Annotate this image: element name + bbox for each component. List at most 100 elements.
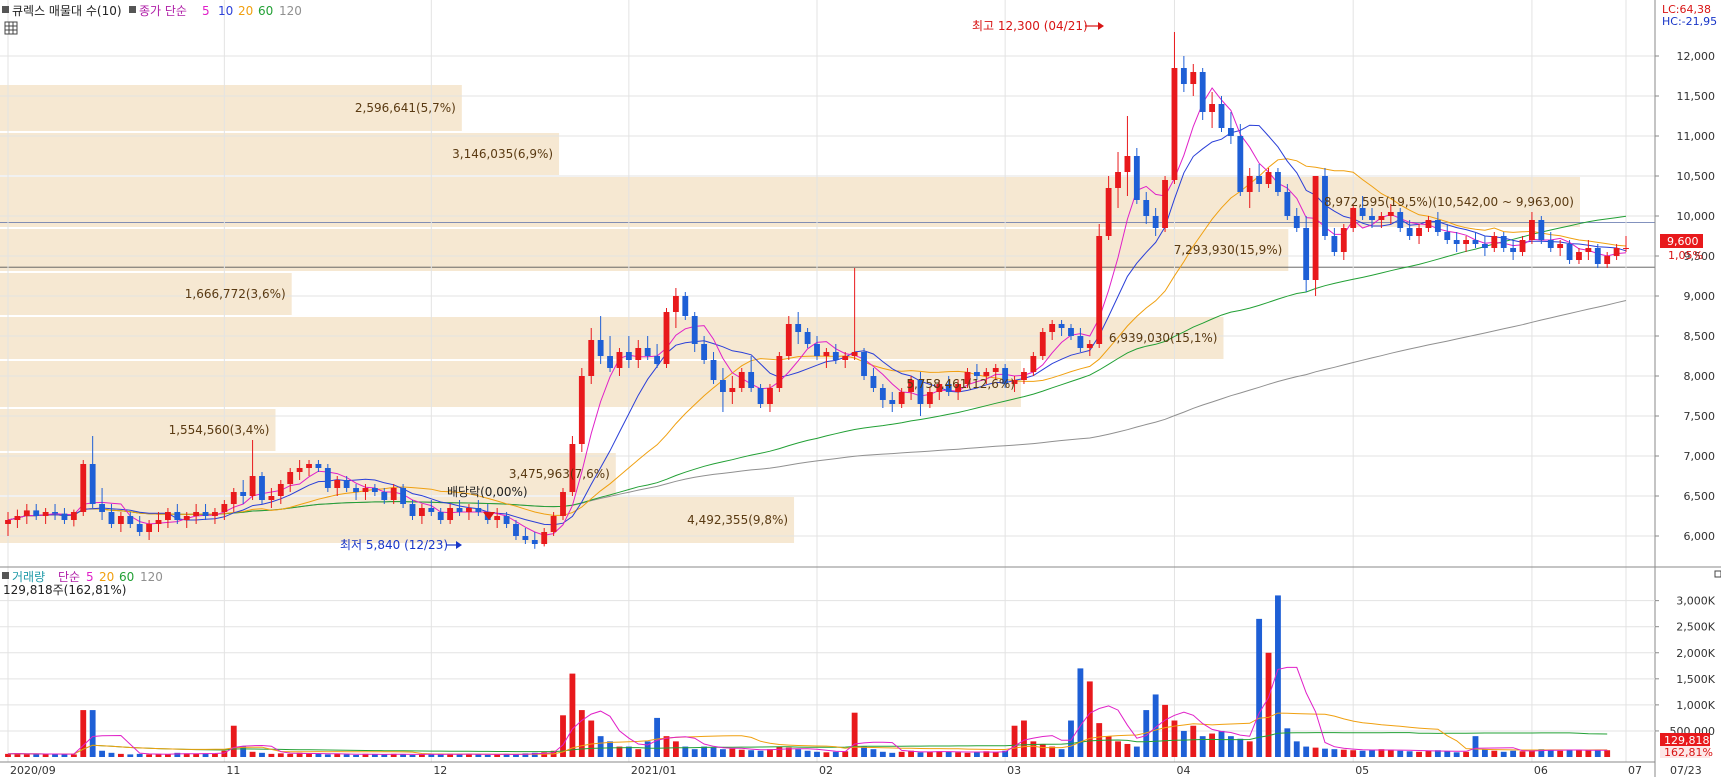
candle-body-86 (814, 344, 820, 356)
table-icon[interactable] (4, 21, 18, 35)
candle-body-65 (616, 352, 623, 368)
candle-body-5 (52, 512, 58, 514)
candle-body-18 (174, 512, 181, 520)
volume-bar-69 (654, 717, 660, 757)
volume-bar-96 (908, 750, 914, 757)
date-label-4: 02 (819, 764, 833, 777)
volume-bar-92 (870, 749, 877, 757)
candle-body-55 (522, 536, 529, 540)
candle-body-11 (108, 512, 115, 524)
volume-bar-72 (682, 746, 689, 757)
ma5-label[interactable]: 5 (202, 4, 210, 18)
ma-label[interactable]: 종가 단순 (139, 4, 187, 18)
price-title[interactable]: 큐렉스 매물대 수(10) (12, 4, 122, 18)
volume-bar-55 (522, 753, 529, 757)
candle-body-50 (475, 508, 482, 512)
candle-body-14 (136, 524, 143, 532)
volume-bar-143 (1350, 750, 1357, 757)
volume-bar-102 (964, 752, 971, 757)
candle-body-39 (371, 488, 378, 492)
candle-body-4 (42, 512, 49, 516)
volume-bar-145 (1369, 750, 1375, 757)
volume-bar-106 (1002, 750, 1009, 757)
volume-bar-113 (1068, 720, 1074, 757)
volume-bar-56 (531, 752, 538, 757)
price-legend[interactable]: 큐렉스 매물대 수(10) 종가 단순 5 10 20 60 120 (2, 4, 302, 35)
volume-bar-122 (1152, 694, 1159, 757)
high-arrowhead (1098, 22, 1104, 30)
ma10-label[interactable]: 10 (218, 4, 233, 18)
volume-bar-114 (1077, 668, 1084, 757)
volume-zone-label-5: 1,666,772(3,6%) (185, 287, 286, 301)
volume-ma-lines (7, 666, 1608, 755)
candle-body-115 (1086, 344, 1093, 348)
candle-body-165 (1557, 244, 1564, 248)
volume-bar-43 (409, 754, 416, 757)
current-volume-value: 129,818 (1664, 734, 1710, 747)
volume-bar-111 (1049, 746, 1056, 757)
volume-bar-120 (1133, 746, 1140, 757)
candle-body-54 (513, 524, 519, 536)
candle-body-83 (785, 324, 792, 356)
candle-body-98 (926, 392, 933, 404)
volume-bar-48 (456, 754, 463, 757)
volume-zone-4 (0, 317, 1224, 359)
candle-body-89 (842, 356, 849, 360)
candle-body-22 (212, 512, 218, 516)
volume-bar-117 (1105, 736, 1112, 757)
panel-toggle-icon[interactable] (1714, 570, 1721, 578)
volume-title[interactable]: 거래량 (12, 570, 45, 584)
volume-bar-82 (776, 746, 783, 757)
candle-body-32 (306, 464, 312, 468)
candle-body-118 (1115, 172, 1121, 188)
candle-body-81 (767, 388, 773, 404)
volume-bar-5 (52, 754, 58, 757)
volume-zone-label-6: 7,293,930(15,9%) (1174, 243, 1283, 257)
ma20-label[interactable]: 20 (238, 4, 253, 18)
volume-bar-50 (475, 754, 482, 757)
candle-body-144 (1359, 208, 1366, 216)
price-tick-label-1: 6,500 (1684, 490, 1716, 503)
candle-body-15 (146, 524, 153, 532)
vol-ma60-line (7, 732, 1608, 755)
candle-body-35 (334, 480, 341, 488)
vol-ma-label[interactable]: 단순 (58, 570, 80, 584)
candle-body-123 (1162, 180, 1168, 228)
volume-bar-11 (108, 752, 115, 757)
vol-ma20-label[interactable]: 20 (99, 570, 114, 584)
volume-bar-90 (851, 712, 858, 757)
price-tick-label-11: 11,500 (1677, 90, 1716, 103)
candle-body-13 (127, 516, 134, 524)
price-grid (0, 0, 1655, 762)
vol-ma120-label[interactable]: 120 (140, 570, 163, 584)
price-tick-label-12: 12,000 (1677, 50, 1716, 63)
vol-ma60-label[interactable]: 60 (119, 570, 134, 584)
candle-body-140 (1322, 176, 1328, 236)
candle-body-151 (1425, 220, 1432, 228)
volume-bar-127 (1199, 736, 1206, 757)
volume-bar-124 (1171, 720, 1178, 757)
candle-body-145 (1369, 216, 1375, 220)
ma60-label[interactable]: 60 (258, 4, 273, 18)
volume-bar-99 (936, 751, 943, 757)
candle-body-26 (249, 476, 256, 496)
candle-body-155 (1463, 240, 1469, 244)
volume-bar-157 (1481, 749, 1488, 757)
ma120-label[interactable]: 120 (279, 4, 302, 18)
candle-body-72 (682, 296, 689, 316)
vol-ma5-label[interactable]: 5 (86, 570, 94, 584)
volume-bar-31 (296, 752, 303, 757)
volume-legend[interactable]: 거래량 단순 5 20 60 120 129,818주(162,81%) (2, 570, 163, 597)
volume-bar-73 (691, 749, 698, 757)
volume-bar-149 (1406, 751, 1413, 757)
candle-body-0 (5, 520, 11, 524)
volume-bar-167 (1576, 750, 1582, 757)
candle-body-166 (1566, 244, 1573, 260)
candle-body-167 (1576, 252, 1582, 260)
volume-bar-66 (625, 746, 632, 757)
candle-body-150 (1416, 228, 1422, 236)
